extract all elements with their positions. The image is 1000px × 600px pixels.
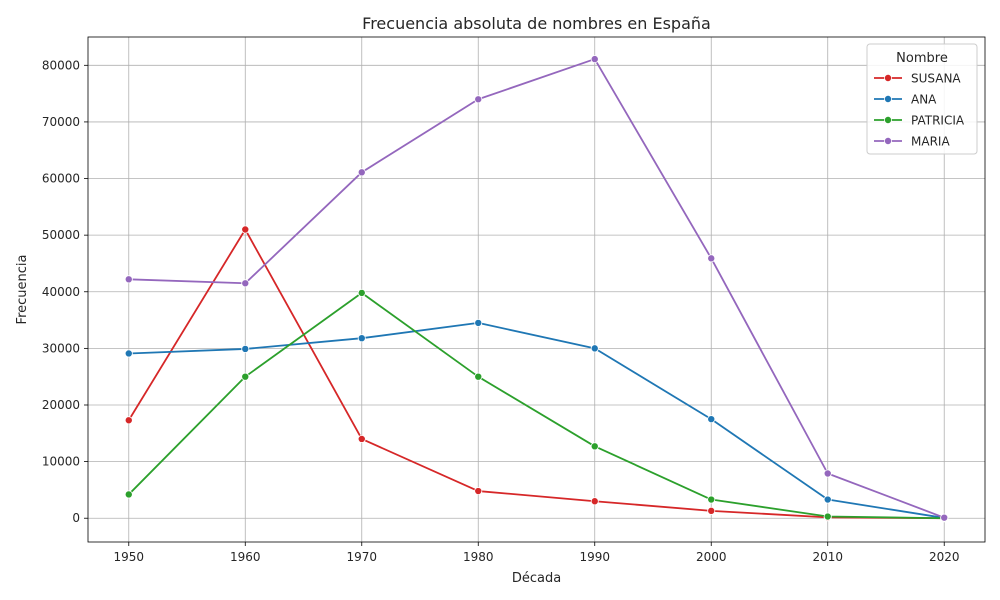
y-tick-label: 20000 <box>42 398 80 412</box>
legend-label: PATRICIA <box>911 114 965 128</box>
y-tick-label: 50000 <box>42 228 80 242</box>
data-point-ana <box>590 344 599 353</box>
data-point-susana <box>124 416 133 425</box>
data-point-patricia <box>124 490 133 499</box>
data-point-maria <box>124 275 133 284</box>
series-maria <box>124 55 949 522</box>
x-tick-label: 2000 <box>696 550 727 564</box>
data-point-maria <box>707 254 716 263</box>
legend-swatch-marker <box>884 95 893 104</box>
data-point-ana <box>823 495 832 504</box>
y-tick-label: 80000 <box>42 58 80 72</box>
data-point-patricia <box>707 495 716 504</box>
data-point-ana <box>241 344 250 353</box>
data-point-susana <box>590 497 599 506</box>
plot-frame <box>87 36 986 543</box>
series-patricia <box>124 288 949 523</box>
chart-title: Frecuencia absoluta de nombres en España <box>362 14 711 33</box>
series-line-patricia <box>128 291 945 520</box>
data-point-maria <box>474 95 483 104</box>
data-point-patricia <box>474 372 483 381</box>
x-axis-label: Década <box>512 571 561 586</box>
legend-item-maria: MARIA <box>874 135 950 149</box>
series-line-maria <box>128 58 945 519</box>
data-point-susana <box>241 225 250 234</box>
y-tick-label: 70000 <box>42 115 80 129</box>
x-tick-label: 1990 <box>579 550 610 564</box>
grid <box>88 37 985 542</box>
legend-swatch-marker <box>884 136 893 145</box>
data-point-maria <box>590 55 599 64</box>
legend-box <box>866 43 978 155</box>
series-layer <box>124 55 949 523</box>
legend-swatch-marker <box>884 116 893 125</box>
data-point-susana <box>707 506 716 515</box>
data-point-ana <box>357 334 366 343</box>
legend-label: ANA <box>911 93 937 107</box>
legend-label: SUSANA <box>911 72 961 86</box>
legend-item-ana: ANA <box>874 93 937 107</box>
y-tick-label: 0 <box>72 511 80 525</box>
y-tick-label: 30000 <box>42 341 80 355</box>
legend-item-patricia: PATRICIA <box>874 114 965 128</box>
legend: Nombre SUSANA ANA PATRICIA MARIA <box>866 43 978 155</box>
data-point-maria <box>823 469 832 478</box>
legend-item-susana: SUSANA <box>874 72 961 86</box>
legend-title: Nombre <box>896 51 948 66</box>
x-tick-label: 2010 <box>812 550 843 564</box>
data-point-ana <box>124 349 133 358</box>
x-tick-label: 1960 <box>230 550 261 564</box>
x-tick-label: 1970 <box>346 550 377 564</box>
data-point-ana <box>707 415 716 424</box>
series-ana <box>124 318 949 522</box>
axis-ticks: 1950 1960 1970 1980 1990 2000 2010 2020 0 10000 20… <box>42 58 960 564</box>
data-point-maria <box>241 279 250 288</box>
x-tick-label: 1950 <box>113 550 144 564</box>
legend-label: MARIA <box>911 135 950 149</box>
y-tick-label: 40000 <box>42 285 80 299</box>
y-tick-label: 10000 <box>42 455 80 469</box>
series-line-ana <box>128 322 945 519</box>
data-point-maria <box>357 168 366 177</box>
y-tick-label: 60000 <box>42 172 80 186</box>
data-point-susana <box>474 487 483 496</box>
data-point-patricia <box>357 288 366 297</box>
data-point-ana <box>474 318 483 327</box>
data-point-susana <box>357 434 366 443</box>
data-point-maria <box>940 513 949 522</box>
x-tick-label: 2020 <box>929 550 960 564</box>
y-axis-label: Frecuencia <box>15 255 30 325</box>
series-line-susana <box>128 228 945 520</box>
data-point-patricia <box>823 512 832 521</box>
data-point-patricia <box>590 442 599 451</box>
data-point-patricia <box>241 372 250 381</box>
legend-swatch-marker <box>884 74 893 83</box>
x-tick-label: 1980 <box>463 550 494 564</box>
